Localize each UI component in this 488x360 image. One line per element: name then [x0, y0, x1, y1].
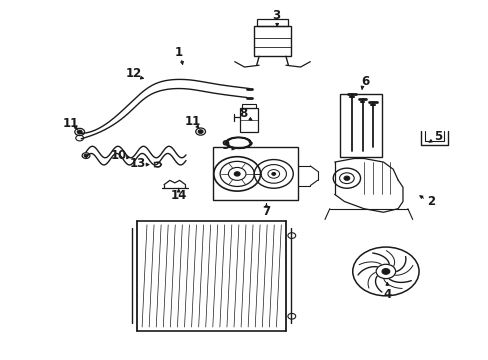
- Circle shape: [77, 130, 82, 134]
- Circle shape: [84, 154, 88, 157]
- Text: 7: 7: [262, 205, 270, 218]
- Circle shape: [234, 172, 240, 176]
- Bar: [239, 108, 258, 132]
- Text: 14: 14: [170, 189, 186, 202]
- Text: 5: 5: [433, 130, 442, 143]
- Circle shape: [343, 176, 349, 180]
- Text: 10: 10: [110, 149, 126, 162]
- Bar: [339, 94, 381, 157]
- Bar: [242, 104, 255, 108]
- Text: 2: 2: [426, 195, 434, 208]
- Text: 11: 11: [62, 117, 79, 130]
- Text: 1: 1: [174, 46, 183, 59]
- Bar: [254, 26, 290, 56]
- Circle shape: [271, 172, 275, 175]
- Text: 4: 4: [383, 288, 391, 301]
- Bar: [256, 19, 288, 26]
- Circle shape: [381, 269, 389, 274]
- Text: 13: 13: [130, 157, 146, 170]
- Text: 3: 3: [272, 9, 280, 22]
- Text: 11: 11: [184, 116, 200, 129]
- Text: 8: 8: [239, 107, 246, 120]
- Circle shape: [198, 130, 203, 134]
- Bar: [212, 147, 298, 201]
- Text: 6: 6: [360, 75, 368, 88]
- Text: 9: 9: [222, 139, 230, 152]
- Text: 12: 12: [125, 67, 141, 80]
